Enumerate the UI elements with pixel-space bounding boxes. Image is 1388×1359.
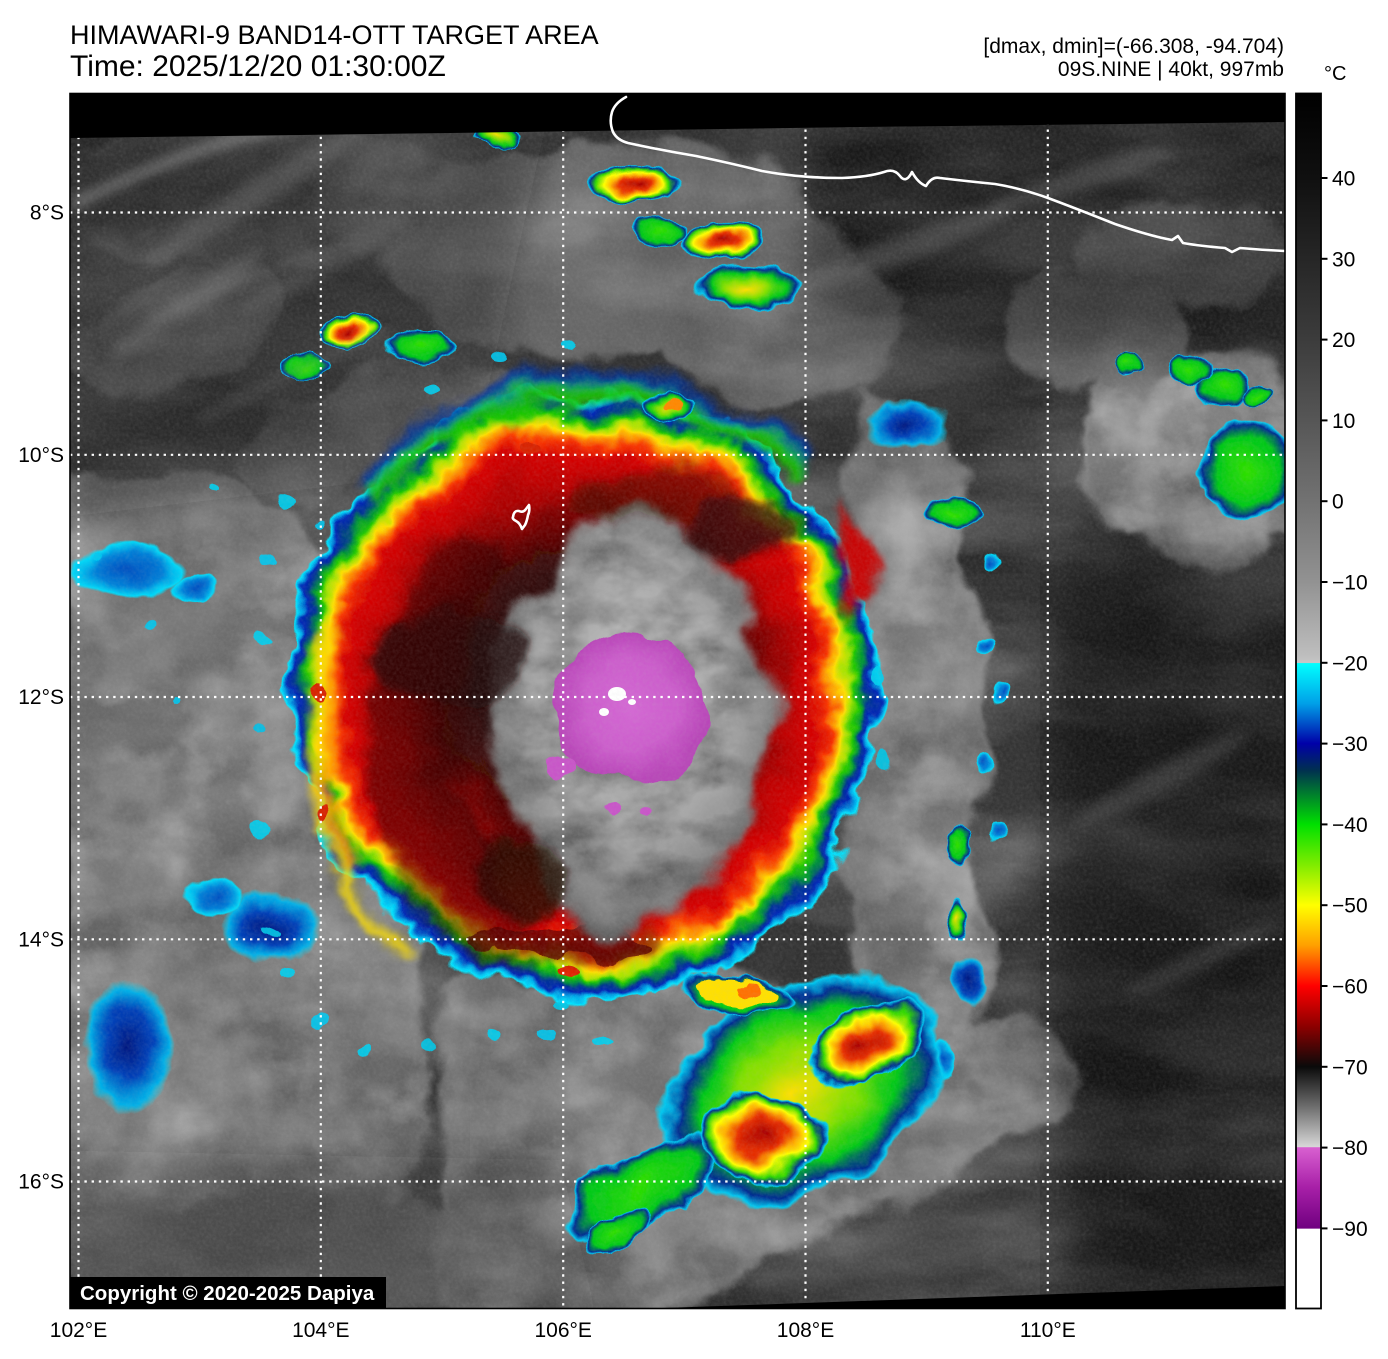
svg-text:09S.NINE | 40kt, 997mb: 09S.NINE | 40kt, 997mb <box>1058 58 1284 81</box>
svg-text:8°S: 8°S <box>30 202 64 225</box>
svg-text:14°S: 14°S <box>18 928 64 951</box>
svg-text:−40: −40 <box>1332 814 1368 837</box>
svg-text:−80: −80 <box>1332 1137 1368 1160</box>
svg-text:−20: −20 <box>1332 652 1368 675</box>
svg-text:0: 0 <box>1332 491 1344 514</box>
svg-text:12°S: 12°S <box>18 686 64 709</box>
svg-text:16°S: 16°S <box>18 1171 64 1194</box>
svg-text:102°E: 102°E <box>50 1319 107 1342</box>
svg-text:HIMAWARI-9 BAND14-OTT TARGET A: HIMAWARI-9 BAND14-OTT TARGET AREA <box>70 20 599 50</box>
svg-text:108°E: 108°E <box>777 1319 834 1342</box>
svg-text:−50: −50 <box>1332 895 1368 918</box>
svg-text:20: 20 <box>1332 329 1355 352</box>
svg-text:−10: −10 <box>1332 572 1368 595</box>
svg-text:104°E: 104°E <box>292 1319 349 1342</box>
svg-text:[dmax, dmin]=(-66.308, -94.704: [dmax, dmin]=(-66.308, -94.704) <box>983 35 1284 58</box>
svg-text:10: 10 <box>1332 410 1355 433</box>
svg-text:106°E: 106°E <box>534 1319 591 1342</box>
svg-text:−70: −70 <box>1332 1056 1368 1079</box>
svg-text:10°S: 10°S <box>18 444 64 467</box>
svg-text:°C: °C <box>1324 63 1346 85</box>
svg-text:−60: −60 <box>1332 976 1368 999</box>
svg-text:40: 40 <box>1332 168 1355 191</box>
svg-text:−30: −30 <box>1332 733 1368 756</box>
svg-text:Copyright © 2020-2025 Dapiya: Copyright © 2020-2025 Dapiya <box>80 1282 375 1305</box>
svg-text:110°E: 110°E <box>1020 1319 1076 1342</box>
svg-text:30: 30 <box>1332 248 1355 271</box>
svg-text:Time: 2025/12/20 01:30:00Z: Time: 2025/12/20 01:30:00Z <box>70 50 446 83</box>
svg-text:−90: −90 <box>1332 1218 1368 1241</box>
